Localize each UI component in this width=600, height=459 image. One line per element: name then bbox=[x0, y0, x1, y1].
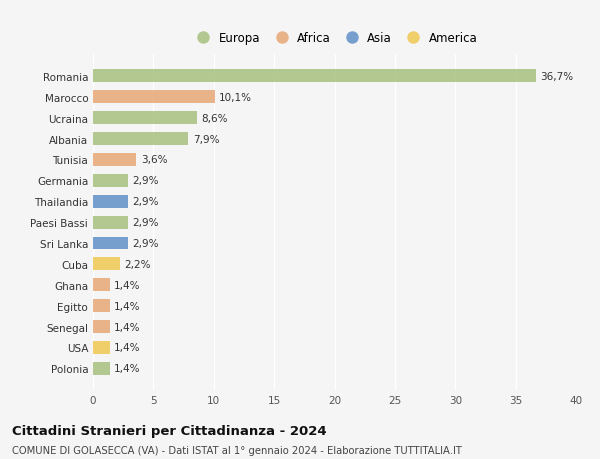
Text: 2,2%: 2,2% bbox=[124, 259, 150, 269]
Text: 2,9%: 2,9% bbox=[132, 218, 159, 228]
Text: 7,9%: 7,9% bbox=[193, 134, 219, 144]
Bar bbox=[93, 154, 136, 167]
Text: 2,9%: 2,9% bbox=[132, 176, 159, 186]
Text: Cittadini Stranieri per Cittadinanza - 2024: Cittadini Stranieri per Cittadinanza - 2… bbox=[12, 425, 326, 437]
Bar bbox=[93, 299, 110, 313]
Text: COMUNE DI GOLASECCA (VA) - Dati ISTAT al 1° gennaio 2024 - Elaborazione TUTTITAL: COMUNE DI GOLASECCA (VA) - Dati ISTAT al… bbox=[12, 445, 462, 455]
Text: 10,1%: 10,1% bbox=[219, 93, 252, 103]
Bar bbox=[93, 341, 110, 354]
Text: 2,9%: 2,9% bbox=[132, 239, 159, 248]
Bar bbox=[93, 174, 128, 187]
Bar bbox=[93, 362, 110, 375]
Text: 8,6%: 8,6% bbox=[201, 113, 227, 123]
Bar bbox=[93, 216, 128, 229]
Bar bbox=[93, 112, 197, 125]
Text: 36,7%: 36,7% bbox=[541, 72, 574, 82]
Text: 1,4%: 1,4% bbox=[114, 364, 140, 374]
Legend: Europa, Africa, Asia, America: Europa, Africa, Asia, America bbox=[187, 28, 482, 50]
Text: 2,9%: 2,9% bbox=[132, 197, 159, 207]
Text: 1,4%: 1,4% bbox=[114, 280, 140, 290]
Bar bbox=[93, 133, 188, 146]
Bar bbox=[93, 237, 128, 250]
Bar bbox=[93, 196, 128, 208]
Bar bbox=[93, 320, 110, 333]
Bar bbox=[93, 258, 119, 271]
Bar bbox=[93, 279, 110, 291]
Text: 1,4%: 1,4% bbox=[114, 322, 140, 332]
Text: 1,4%: 1,4% bbox=[114, 301, 140, 311]
Bar bbox=[93, 70, 536, 83]
Text: 3,6%: 3,6% bbox=[140, 155, 167, 165]
Bar bbox=[93, 91, 215, 104]
Text: 1,4%: 1,4% bbox=[114, 342, 140, 353]
